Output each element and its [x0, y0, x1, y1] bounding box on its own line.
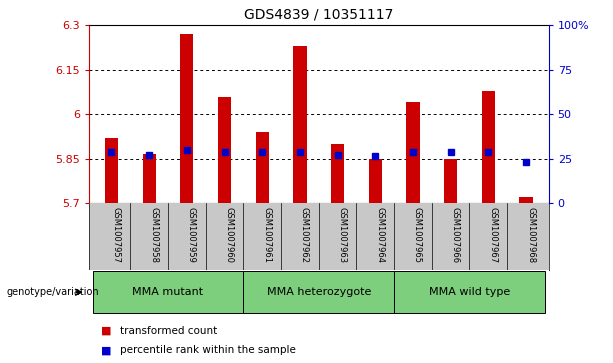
Text: ■: ■	[101, 326, 112, 336]
Text: GSM1007963: GSM1007963	[338, 207, 346, 263]
Text: GSM1007964: GSM1007964	[375, 207, 384, 263]
Bar	[243, 271, 394, 313]
Bar	[444, 159, 457, 203]
Bar	[105, 138, 118, 203]
Bar	[218, 97, 231, 203]
Text: genotype/variation: genotype/variation	[6, 287, 99, 297]
Text: GSM1007957: GSM1007957	[112, 207, 121, 263]
Text: GSM1007959: GSM1007959	[187, 207, 196, 262]
Bar	[294, 46, 306, 203]
Bar	[482, 91, 495, 203]
Text: MMA mutant: MMA mutant	[132, 287, 204, 297]
Text: GSM1007967: GSM1007967	[489, 207, 497, 263]
Text: GSM1007965: GSM1007965	[413, 207, 422, 263]
Bar	[519, 197, 533, 203]
Text: MMA wild type: MMA wild type	[429, 287, 510, 297]
Text: GSM1007966: GSM1007966	[451, 207, 460, 263]
Bar	[143, 154, 156, 203]
Bar	[93, 271, 243, 313]
Text: GSM1007968: GSM1007968	[526, 207, 535, 263]
Bar	[394, 271, 545, 313]
Text: percentile rank within the sample: percentile rank within the sample	[120, 345, 295, 355]
Bar	[256, 132, 269, 203]
Bar	[180, 34, 194, 203]
Text: MMA heterozygote: MMA heterozygote	[267, 287, 371, 297]
Text: GSM1007960: GSM1007960	[224, 207, 234, 263]
Text: GSM1007962: GSM1007962	[300, 207, 309, 263]
Text: ■: ■	[101, 345, 112, 355]
Text: transformed count: transformed count	[120, 326, 217, 336]
Title: GDS4839 / 10351117: GDS4839 / 10351117	[244, 8, 394, 21]
Bar	[406, 102, 419, 203]
Bar	[368, 159, 382, 203]
Bar	[331, 144, 344, 203]
Text: GSM1007958: GSM1007958	[149, 207, 158, 263]
Text: GSM1007961: GSM1007961	[262, 207, 271, 263]
